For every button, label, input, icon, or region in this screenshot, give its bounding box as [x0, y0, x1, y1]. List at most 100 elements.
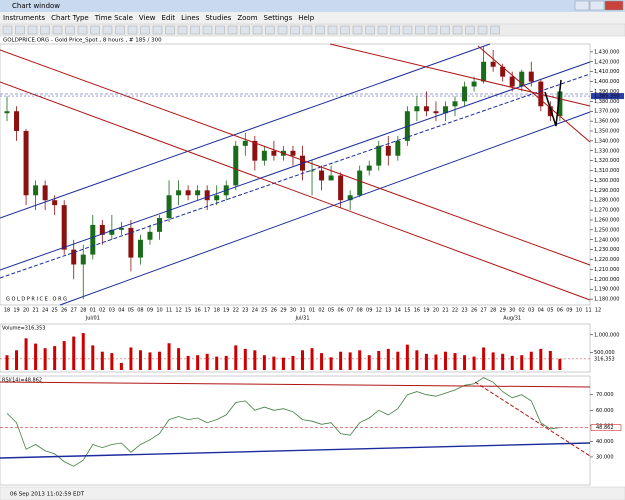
x-tick-label: 29	[280, 308, 286, 314]
x-tick-label: 20	[23, 308, 29, 314]
trend-line	[477, 45, 591, 143]
tool-button[interactable]	[315, 25, 325, 35]
tool-button[interactable]	[115, 25, 125, 35]
candle-body	[376, 145, 382, 166]
candle-body	[481, 61, 487, 82]
tool-button[interactable]	[452, 25, 463, 35]
tool-button[interactable]	[177, 25, 188, 35]
candle-body	[14, 111, 20, 131]
candle-body	[423, 106, 429, 112]
volume-bar	[196, 355, 200, 370]
tool-button[interactable]	[52, 25, 63, 35]
rsi-layer: RSI(14)=48.86270.00060.00050.00040.00030…	[0, 377, 622, 467]
candle-body	[442, 106, 448, 114]
y-tick-label: 1,310.000	[594, 168, 619, 174]
tool-button[interactable]	[352, 25, 363, 35]
candle-body	[509, 76, 515, 87]
x-tick-label: 09	[566, 308, 572, 314]
volume-bar	[15, 350, 19, 370]
tool-button[interactable]	[377, 25, 388, 35]
volume-bar	[443, 351, 447, 370]
menu-item[interactable]: Studies	[205, 14, 231, 22]
tool-button[interactable]	[390, 25, 400, 35]
tool-button[interactable]	[240, 25, 250, 35]
current-price-tag	[591, 93, 624, 100]
x-tick-label: 23	[461, 308, 467, 314]
tool-button[interactable]	[327, 25, 338, 35]
tool-button[interactable]	[190, 25, 200, 35]
x-tick-label: 26	[271, 308, 277, 314]
tool-button[interactable]	[202, 25, 213, 35]
volume-bar	[424, 353, 428, 370]
tool-button[interactable]	[252, 25, 263, 35]
tool-button[interactable]	[290, 25, 300, 35]
tool-button[interactable]	[415, 25, 425, 35]
y-tick-label: 40.000	[596, 439, 614, 445]
volume-bar	[72, 336, 76, 370]
volume-bar	[358, 350, 362, 370]
tool-button[interactable]	[140, 25, 150, 35]
x-tick-label: 02	[519, 308, 525, 314]
volume-bar	[91, 345, 95, 370]
tool-button[interactable]	[127, 25, 138, 35]
tool-button[interactable]	[77, 25, 88, 35]
tool-button[interactable]	[365, 25, 375, 35]
volume-bar	[558, 358, 562, 370]
volume-bar	[262, 355, 266, 370]
tool-button[interactable]	[440, 25, 450, 35]
tool-button[interactable]	[2, 25, 13, 35]
minimize-button[interactable]	[574, 0, 590, 11]
candle-body	[462, 86, 468, 102]
menu-item[interactable]: View	[139, 14, 156, 22]
y-tick-label: 1,410.000	[594, 69, 619, 75]
tool-button[interactable]	[427, 25, 438, 35]
tool-button[interactable]	[227, 25, 238, 35]
tool-button[interactable]	[15, 25, 25, 35]
tool-button[interactable]	[165, 25, 175, 35]
candle-body	[395, 140, 401, 156]
tool-button[interactable]	[302, 25, 313, 35]
x-tick-label: 19	[223, 308, 229, 314]
menu-item[interactable]: Instruments	[3, 14, 46, 22]
month-label: Jul/01	[85, 316, 100, 322]
menu-item[interactable]: Settings	[264, 14, 293, 22]
tool-button[interactable]	[65, 25, 75, 35]
volume-bar	[138, 350, 142, 370]
menu-item[interactable]: Time Scale	[94, 14, 133, 22]
tool-button[interactable]	[340, 25, 350, 35]
volume-bar	[119, 362, 123, 370]
maximize-button[interactable]	[589, 0, 605, 11]
volume-bar	[520, 355, 524, 370]
tool-button[interactable]	[40, 25, 50, 35]
volume-bar	[405, 344, 409, 370]
x-tick-label: 03	[528, 308, 534, 314]
tool-button[interactable]	[27, 25, 38, 35]
tool-button[interactable]	[277, 25, 288, 35]
candle-body	[42, 185, 48, 201]
menu-item[interactable]: Lines	[181, 14, 200, 22]
menu-item[interactable]: Edit	[162, 14, 176, 22]
tool-button[interactable]	[402, 25, 413, 35]
menu-item[interactable]: Chart Type	[51, 14, 89, 22]
menu-item[interactable]: Zoom	[237, 14, 257, 22]
tool-button[interactable]	[465, 25, 475, 35]
tool-button[interactable]	[477, 25, 488, 35]
tool-button[interactable]	[490, 25, 500, 35]
volume-bar	[548, 350, 552, 370]
x-tick-label: 07	[347, 308, 353, 314]
menu-item[interactable]: Help	[298, 14, 315, 22]
candle-body	[147, 231, 153, 240]
tool-button[interactable]	[152, 25, 163, 35]
volume-bar	[529, 351, 533, 370]
x-tick-label: 22	[452, 308, 458, 314]
month-label: Aug/31	[503, 316, 521, 322]
y-tick-label: 30.000	[596, 454, 614, 460]
arrows	[544, 79, 562, 127]
tool-button[interactable]	[265, 25, 275, 35]
tool-button[interactable]	[90, 25, 100, 35]
tool-button[interactable]	[215, 25, 225, 35]
trend-line	[0, 43, 491, 219]
close-button[interactable]	[604, 0, 624, 11]
tool-button[interactable]	[102, 25, 113, 35]
y-tick-label: 70.000	[596, 392, 614, 398]
